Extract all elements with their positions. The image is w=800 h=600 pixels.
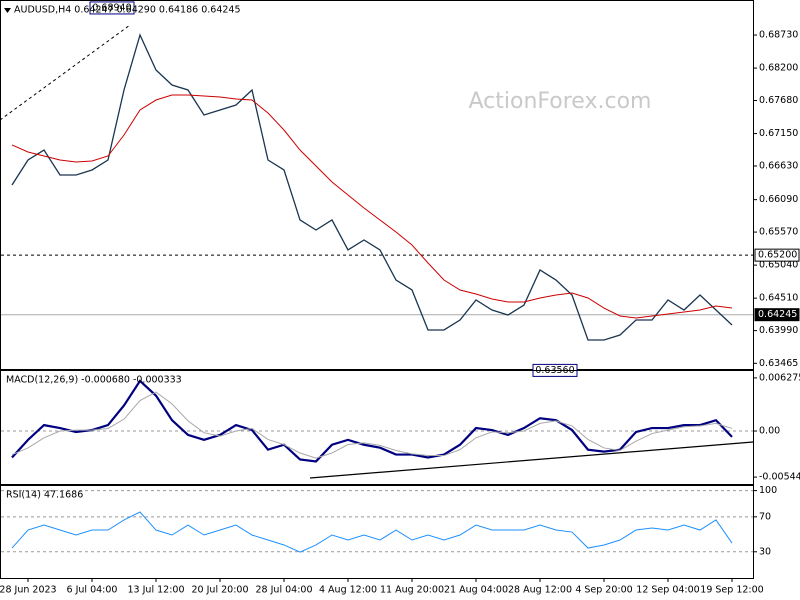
y-tick-label: 0.66090 (759, 194, 798, 205)
panel-title: AUDUSD,H4 0.64247 0.64290 0.64186 0.6424… (14, 5, 241, 16)
x-tick-label: 4 Aug 12:00 (319, 585, 377, 596)
y-tick-label: 100 (759, 485, 777, 496)
annotation-label: 0.68940 (92, 2, 131, 13)
x-tick-label: 20 Jul 20:00 (192, 585, 249, 596)
series-line (11, 33, 733, 341)
level-label: 0.65200 (758, 250, 797, 261)
x-tick-label: 11 Aug 20:00 (380, 585, 444, 596)
x-tick-label: 12 Sep 04:00 (636, 585, 699, 596)
panel-frame (0, 370, 754, 485)
watermark: ActionForex.com (469, 89, 652, 114)
y-tick-label: 0.64510 (759, 293, 798, 304)
collapse-icon (4, 8, 11, 13)
panel-frame (0, 485, 754, 579)
y-tick-label: 0.66630 (759, 160, 798, 171)
y-tick-label: 0.00 (759, 426, 780, 437)
level-label-box (754, 248, 800, 262)
trend-line (0, 24, 131, 121)
panel-frame (0, 0, 754, 370)
y-tick-label: 0.67680 (759, 95, 798, 106)
x-tick-label: 19 Sep 12:00 (700, 585, 763, 596)
y-tick-label: -0.005446 (759, 472, 800, 483)
level-label-box (754, 308, 800, 322)
y-tick-label: 0.67150 (759, 128, 798, 139)
x-tick-label: 28 Jun 2023 (0, 585, 57, 596)
y-tick-label: 0.68730 (759, 30, 798, 41)
y-tick-label: 0.65570 (759, 227, 798, 238)
annotation-box (89, 1, 135, 15)
series-line (11, 379, 733, 463)
macd-trend-line (309, 441, 754, 479)
x-tick-label: 28 Jul 04:00 (256, 585, 313, 596)
panel-title: RSI(14) 47.1686 (6, 490, 83, 501)
y-tick-label: 0.65040 (759, 260, 798, 271)
y-tick-label: 70 (759, 511, 771, 522)
y-tick-label: 0.006275 (759, 372, 800, 383)
x-tick-label: 6 Jul 04:00 (67, 585, 118, 596)
series-line (11, 94, 733, 319)
x-tick-label: 4 Sep 20:00 (575, 585, 632, 596)
level-label: 0.64245 (758, 309, 797, 320)
panel-title: MACD(12,26,9) -0.000680 -0.000333 (6, 375, 182, 386)
y-tick-label: 0.63990 (759, 325, 798, 336)
series-line (11, 511, 733, 553)
x-tick-label: 21 Aug 04:00 (444, 585, 508, 596)
y-tick-label: 0.63465 (759, 358, 798, 369)
y-tick-label: 30 (759, 546, 771, 557)
series-line (11, 391, 733, 459)
x-tick-label: 28 Aug 12:00 (508, 585, 572, 596)
x-tick-label: 13 Jul 12:00 (128, 585, 185, 596)
y-tick-label: 0.68200 (759, 63, 798, 74)
